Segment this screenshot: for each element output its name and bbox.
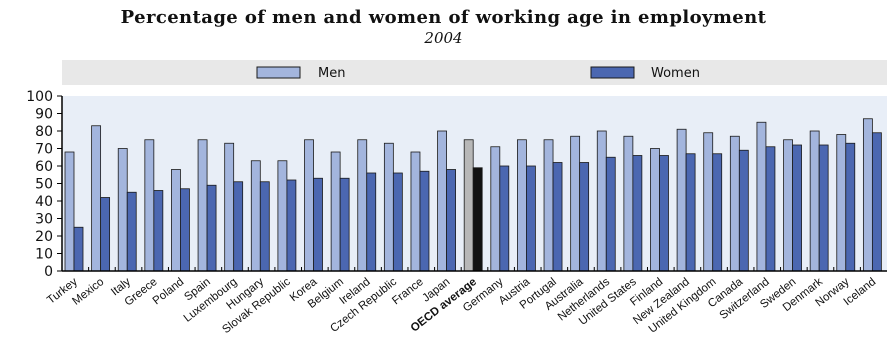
bar-women-hungary [259,181,270,272]
legend-swatch-women [590,66,635,79]
bar-men-norway [836,134,847,272]
bar-women-turkey [73,226,84,272]
y-tick-label: 10 [35,247,53,263]
bar-men-turkey [64,151,75,272]
bar-women-oecd-average [472,167,483,272]
bar-men-switzerland [756,121,767,272]
bar-men-ireland [357,139,368,272]
bar-men-greece [144,139,155,272]
bar-women-new-zealand [685,153,696,272]
bar-women-mexico [100,197,111,272]
bar-women-portugal [552,162,563,272]
bar-men-sweden [783,139,793,272]
bar-men-austria [517,139,527,272]
bar-men-netherlands [596,130,607,272]
bar-women-australia [579,162,590,272]
bar-women-ireland [366,172,377,272]
bar-men-iceland [862,118,873,272]
bar-men-belgium [330,151,341,272]
bar-men-australia [570,135,581,272]
bar-men-united-kingdom [703,132,714,272]
bar-women-france [419,170,430,272]
bar-men-portugal [543,139,554,272]
bar-men-czech-republic [383,142,394,272]
bar-men-italy [117,148,128,272]
legend-box [62,60,887,85]
bar-men-hungary [250,160,261,272]
chart-subtitle: 2004 [424,29,463,47]
bar-men-united-states [623,135,634,272]
bar-men-new-zealand [676,128,687,272]
bar-women-netherlands [605,156,616,272]
bar-women-denmark [818,144,829,272]
y-tick-label: 60 [35,159,53,175]
y-tick-label: 80 [35,124,53,140]
bar-men-korea [304,139,314,272]
bar-women-italy [126,191,137,272]
bar-men-germany [490,146,501,272]
bar-women-norway [845,142,856,272]
bar-men-mexico [91,125,102,272]
bar-women-united-kingdom [712,153,723,272]
chart-title: Percentage of men and women of working a… [120,7,767,28]
bar-women-switzerland [765,146,776,272]
bar-men-japan [437,130,447,272]
y-tick-label: 100 [26,89,53,105]
bar-men-france [410,151,421,272]
bar-men-spain [197,139,208,272]
y-tick-label: 20 [35,229,53,245]
x-tick-label: France [390,276,426,307]
bar-women-czech-republic [392,172,403,272]
bar-men-denmark [809,130,820,272]
y-tick-label: 90 [35,107,53,123]
y-tick-label: 40 [35,194,53,210]
bar-men-luxembourg [224,142,235,272]
bar-women-finland [659,155,669,272]
bar-women-belgium [339,177,350,272]
bar-women-slovak-republic [286,179,297,272]
bar-women-germany [499,165,510,272]
x-tick-label: Poland [151,276,187,308]
bar-men-poland [171,169,181,272]
bar-women-greece [153,190,164,272]
bar-women-canada [738,149,749,272]
legend-swatch-men [256,66,301,79]
bar-women-sweden [792,144,802,272]
y-tick-label: 70 [35,142,53,158]
bar-men-canada [729,135,740,272]
bar-men-slovak-republic [277,160,288,272]
bar-women-luxembourg [233,181,244,272]
bar-women-korea [313,177,323,272]
legend-label-women: Women [651,66,700,81]
bar-women-austria [526,165,536,272]
bar-women-poland [180,188,190,272]
bar-women-japan [446,169,456,272]
bar-men-oecd-average [463,139,474,272]
y-tick-label: 0 [44,264,53,280]
y-tick-label: 50 [35,177,53,193]
legend-label-men: Men [318,66,345,81]
bar-women-spain [206,184,217,272]
bar-women-united-states [632,155,643,272]
bar-women-iceland [871,132,882,272]
y-tick-label: 30 [35,212,53,228]
bar-men-finland [650,148,660,272]
